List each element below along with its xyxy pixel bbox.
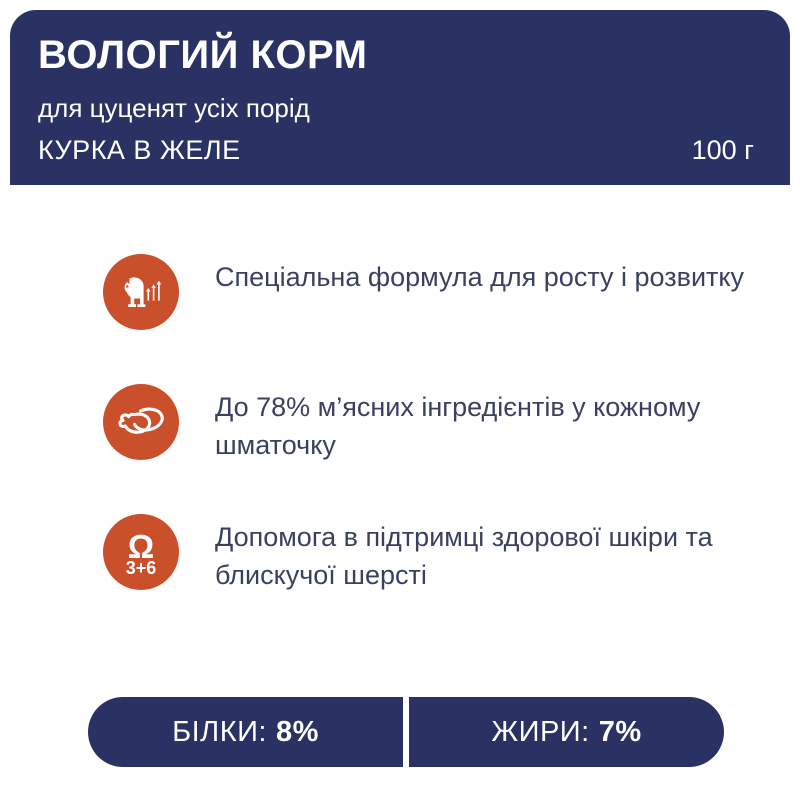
feature-text: До 78% м’ясних інгредієнтів у кожному шм… xyxy=(215,392,701,461)
fat-value: 7% xyxy=(598,715,642,748)
protein-label: БІЛКИ: xyxy=(172,715,267,748)
status-badge-fat: ЖИРИ: 7% xyxy=(409,697,724,767)
protein-value: 8% xyxy=(276,715,319,748)
flavor-weight-row: КУРКА В ЖЕЛЕ 100 г xyxy=(38,135,762,166)
omega-ratio-label: 3+6 xyxy=(126,558,157,578)
feature-text: Допомога в підтримці здорової шкіри та б… xyxy=(215,522,713,591)
fat-label: ЖИРИ: xyxy=(491,715,590,748)
product-subtitle: для цуценят усіх порід xyxy=(38,93,310,123)
omega-3-6-icon: Ω 3+6 xyxy=(126,528,157,578)
product-weight: 100 г xyxy=(691,134,754,165)
nutrition-bar: БІЛКИ: 8% ЖИРИ: 7% xyxy=(88,697,724,767)
dog-growth-icon xyxy=(124,277,162,307)
feature-icon-badge: Ω 3+6 xyxy=(103,514,179,590)
feature-list: Спеціальна формула для росту і розвитку … xyxy=(0,252,800,642)
product-flavor: КУРКА В ЖЕЛЕ xyxy=(38,134,241,165)
list-item: Ω 3+6 Допомога в підтримці здорової шкір… xyxy=(0,512,800,642)
omega-symbol: Ω xyxy=(128,528,154,565)
product-header-panel: ВОЛОГИЙ КОРМ для цуценят усіх порід КУРК… xyxy=(10,10,790,185)
feature-icon-badge xyxy=(103,254,179,330)
meat-cuts-icon xyxy=(118,407,164,434)
list-item: До 78% м’ясних інгредієнтів у кожному шм… xyxy=(0,382,800,512)
feature-icon-badge xyxy=(103,384,179,460)
page-title: ВОЛОГИЙ КОРМ xyxy=(38,33,368,77)
status-badge-protein: БІЛКИ: 8% xyxy=(88,697,403,767)
list-item: Спеціальна формула для росту і розвитку xyxy=(0,252,800,382)
feature-text: Спеціальна формула для росту і розвитку xyxy=(215,262,745,292)
